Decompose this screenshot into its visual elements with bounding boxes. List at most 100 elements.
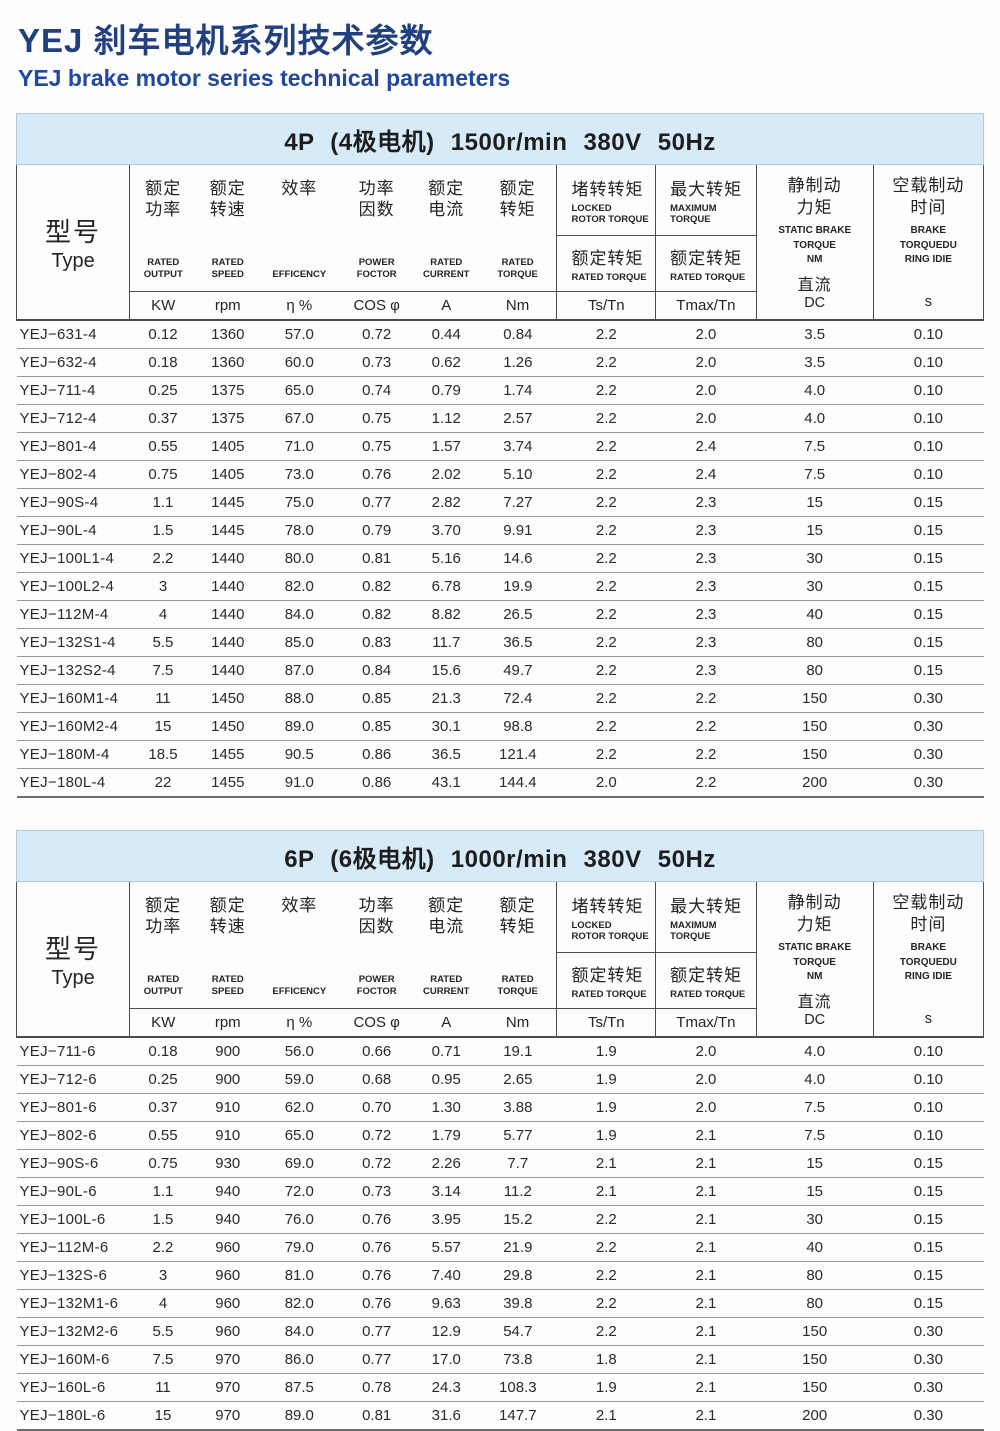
value-cell: 1450 bbox=[196, 712, 260, 741]
value-cell: 970 bbox=[196, 1401, 260, 1431]
value-cell: 0.30 bbox=[873, 1345, 984, 1374]
value-cell: 82.0 bbox=[259, 1289, 340, 1318]
value-cell: 2.3 bbox=[655, 600, 757, 629]
page-subtitle: YEJ brake motor series technical paramet… bbox=[18, 65, 511, 91]
value-cell: 2.0 bbox=[655, 376, 757, 405]
value-cell: 36.5 bbox=[413, 740, 479, 769]
model-cell: YEJ−711-4 bbox=[16, 376, 130, 405]
value-cell: 2.2 bbox=[556, 600, 656, 629]
value-cell: 12.9 bbox=[413, 1317, 479, 1346]
value-cell: 26.5 bbox=[478, 600, 557, 629]
col-header-rated-speed: 额定 转速 RATED SPEED bbox=[209, 896, 246, 997]
value-cell: 73.0 bbox=[259, 460, 340, 489]
value-cell: 2.1 bbox=[655, 1289, 757, 1318]
value-cell: 85.0 bbox=[259, 628, 340, 657]
table-row: YEJ−802-4 0.75 1405 73.0 0.76 2.02 5.10 2.2 2.4 7… bbox=[16, 460, 984, 489]
col-header-static-brake-torque: 静制动 力矩 STATIC BRAKE TORQUE NM 直流 DC bbox=[755, 165, 874, 321]
value-cell: 910 bbox=[196, 1121, 260, 1150]
value-cell: 0.72 bbox=[339, 1121, 414, 1150]
value-cell: 1375 bbox=[196, 404, 260, 433]
value-cell: 7.5 bbox=[129, 656, 197, 685]
value-cell: 88.0 bbox=[259, 684, 340, 713]
value-cell: 40 bbox=[756, 1233, 874, 1262]
value-cell: 960 bbox=[196, 1289, 260, 1318]
table-row: YEJ−132S1-4 5.5 1440 85.0 0.83 11.7 36.5 2.2 2.3… bbox=[16, 628, 984, 657]
col-header-type: 型号 Type bbox=[15, 882, 131, 1038]
value-cell: 960 bbox=[196, 1233, 260, 1262]
value-cell: 2.3 bbox=[655, 572, 757, 601]
value-cell: 970 bbox=[196, 1373, 260, 1402]
value-cell: 11.2 bbox=[478, 1177, 557, 1206]
value-cell: 1.5 bbox=[129, 1205, 197, 1234]
value-cell: 30 bbox=[756, 572, 874, 601]
value-cell: 0.15 bbox=[873, 488, 984, 517]
page-title: YEJ 刹车电机系列技术参数 bbox=[18, 22, 434, 59]
subheader-rated-torque-ratio-tmax: 额定转矩 RATED TORQUE bbox=[655, 952, 757, 1009]
col-header-efficiency: 效率 EFFICENCY bbox=[272, 896, 327, 997]
value-cell: 7.5 bbox=[129, 1345, 197, 1374]
value-cell: 3.5 bbox=[756, 320, 874, 349]
value-cell: 0.10 bbox=[873, 1121, 984, 1150]
band-title-4p: 4P (4极电机) 1500r/min 380V 50Hz bbox=[16, 113, 984, 165]
unit-tmax-tn: Tmax/Tn bbox=[655, 291, 757, 321]
table-row: YEJ−90S-6 0.75 930 69.0 0.72 2.26 7.7 2.1 2.1 15 0… bbox=[16, 1149, 984, 1178]
table-row: YEJ−160L-6 11 970 87.5 0.78 24.3 108.3 1.9 2.1 15… bbox=[16, 1373, 984, 1402]
table-row: YEJ−90S-4 1.1 1445 75.0 0.77 2.82 7.27 2.2 2.3 15… bbox=[16, 488, 984, 517]
value-cell: 2.2 bbox=[556, 488, 656, 517]
value-cell: 0.30 bbox=[873, 740, 984, 769]
value-cell: 2.2 bbox=[556, 376, 656, 405]
value-cell: 0.68 bbox=[339, 1065, 414, 1094]
value-cell: 5.10 bbox=[478, 460, 557, 489]
value-cell: 150 bbox=[756, 1373, 874, 1402]
value-cell: 82.0 bbox=[259, 572, 340, 601]
unit-a: A bbox=[413, 291, 479, 321]
model-cell: YEJ−112M-6 bbox=[16, 1233, 130, 1262]
value-cell: 144.4 bbox=[478, 768, 557, 798]
table-row: YEJ−180M-4 18.5 1455 90.5 0.86 36.5 121.4 2.2 2.… bbox=[16, 740, 984, 769]
table-header: 型号 Type 额定 功率 RATED OUTPUT 额定 转速 RATED SPE… bbox=[15, 882, 985, 1038]
value-cell: 2.1 bbox=[655, 1373, 757, 1402]
value-cell: 62.0 bbox=[259, 1093, 340, 1122]
value-cell: 2.3 bbox=[655, 544, 757, 573]
value-cell: 150 bbox=[756, 1345, 874, 1374]
value-cell: 200 bbox=[756, 1401, 874, 1431]
unit-kw: KW bbox=[129, 291, 197, 321]
value-cell: 1.9 bbox=[556, 1037, 656, 1066]
value-cell: 80 bbox=[756, 628, 874, 657]
model-cell: YEJ−802-4 bbox=[16, 460, 130, 489]
value-cell: 147.7 bbox=[478, 1401, 557, 1431]
model-cell: YEJ−180L-4 bbox=[16, 768, 130, 798]
value-cell: 0.10 bbox=[873, 1037, 984, 1066]
value-cell: 2.2 bbox=[556, 1261, 656, 1290]
value-cell: 2.2 bbox=[556, 684, 656, 713]
value-cell: 0.66 bbox=[339, 1037, 414, 1066]
value-cell: 0.15 bbox=[873, 1261, 984, 1290]
table-row: YEJ−160M-6 7.5 970 86.0 0.77 17.0 73.8 1.8 2.1 15… bbox=[16, 1345, 984, 1374]
value-cell: 0.18 bbox=[129, 1037, 197, 1066]
value-cell: 0.37 bbox=[129, 1093, 197, 1122]
value-cell: 2.1 bbox=[655, 1177, 757, 1206]
value-cell: 19.9 bbox=[478, 572, 557, 601]
value-cell: 2.3 bbox=[655, 488, 757, 517]
value-cell: 0.81 bbox=[339, 1401, 414, 1431]
unit-nm: Nm bbox=[478, 1008, 557, 1038]
unit-cos: COS φ bbox=[339, 1008, 414, 1038]
value-cell: 108.3 bbox=[478, 1373, 557, 1402]
value-cell: 1440 bbox=[196, 544, 260, 573]
value-cell: 2.2 bbox=[655, 712, 757, 741]
value-cell: 1455 bbox=[196, 740, 260, 769]
unit-ts-tn: Ts/Tn bbox=[556, 291, 656, 321]
value-cell: 39.8 bbox=[478, 1289, 557, 1318]
value-cell: 2.1 bbox=[655, 1121, 757, 1150]
value-cell: 3 bbox=[129, 572, 197, 601]
value-cell: 24.3 bbox=[413, 1373, 479, 1402]
col-header-type: 型号 Type bbox=[15, 165, 131, 321]
value-cell: 98.8 bbox=[478, 712, 557, 741]
value-cell: 1440 bbox=[196, 656, 260, 685]
value-cell: 0.75 bbox=[339, 404, 414, 433]
value-cell: 2.2 bbox=[556, 432, 656, 461]
value-cell: 15 bbox=[129, 712, 197, 741]
col-header-maximum-torque: 最大转矩 MAXIMUM TORQUE bbox=[655, 882, 757, 953]
col-header-rated-output: 额定 功率 RATED OUTPUT bbox=[143, 896, 183, 997]
value-cell: 960 bbox=[196, 1317, 260, 1346]
